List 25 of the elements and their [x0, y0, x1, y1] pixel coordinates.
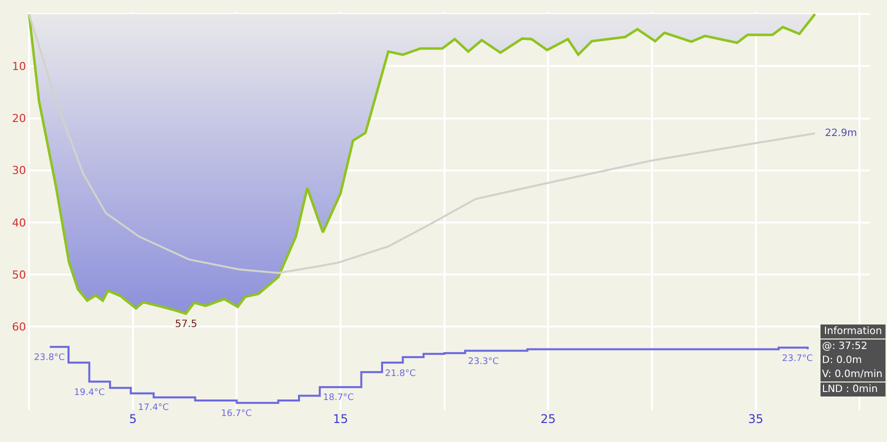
annotation: Information	[824, 326, 882, 337]
y-tick-label: 50	[12, 268, 26, 282]
annotation: 57.5	[175, 319, 198, 330]
annotation: D: 0.0m	[822, 355, 862, 366]
data-label: 18.7°C	[323, 393, 354, 403]
y-tick-label: 30	[12, 164, 26, 178]
data-label: 23.8°C	[34, 353, 65, 363]
data-label: 17.4°C	[138, 403, 169, 413]
data-label: 16.7°C	[221, 409, 252, 419]
data-label: 23.7°C	[782, 354, 813, 364]
x-tick-label: 35	[748, 412, 764, 426]
data-label: 23.3°C	[468, 357, 499, 367]
data-label: 21.8°C	[385, 369, 416, 379]
x-tick-label: 15	[332, 412, 348, 426]
annotation: 22.9m	[825, 128, 858, 139]
annotation: LND : 0min	[822, 384, 878, 395]
y-tick-label: 20	[12, 112, 26, 126]
y-tick-label: 60	[12, 320, 26, 334]
y-tick-label: 10	[12, 60, 26, 74]
x-tick-label: 25	[540, 412, 556, 426]
x-tick-label: 5	[129, 412, 137, 426]
y-tick-label: 40	[12, 216, 26, 230]
annotation: V: 0.0m/min	[822, 369, 882, 380]
annotation: @: 37:52	[822, 341, 868, 352]
data-label: 19.4°C	[74, 388, 105, 398]
